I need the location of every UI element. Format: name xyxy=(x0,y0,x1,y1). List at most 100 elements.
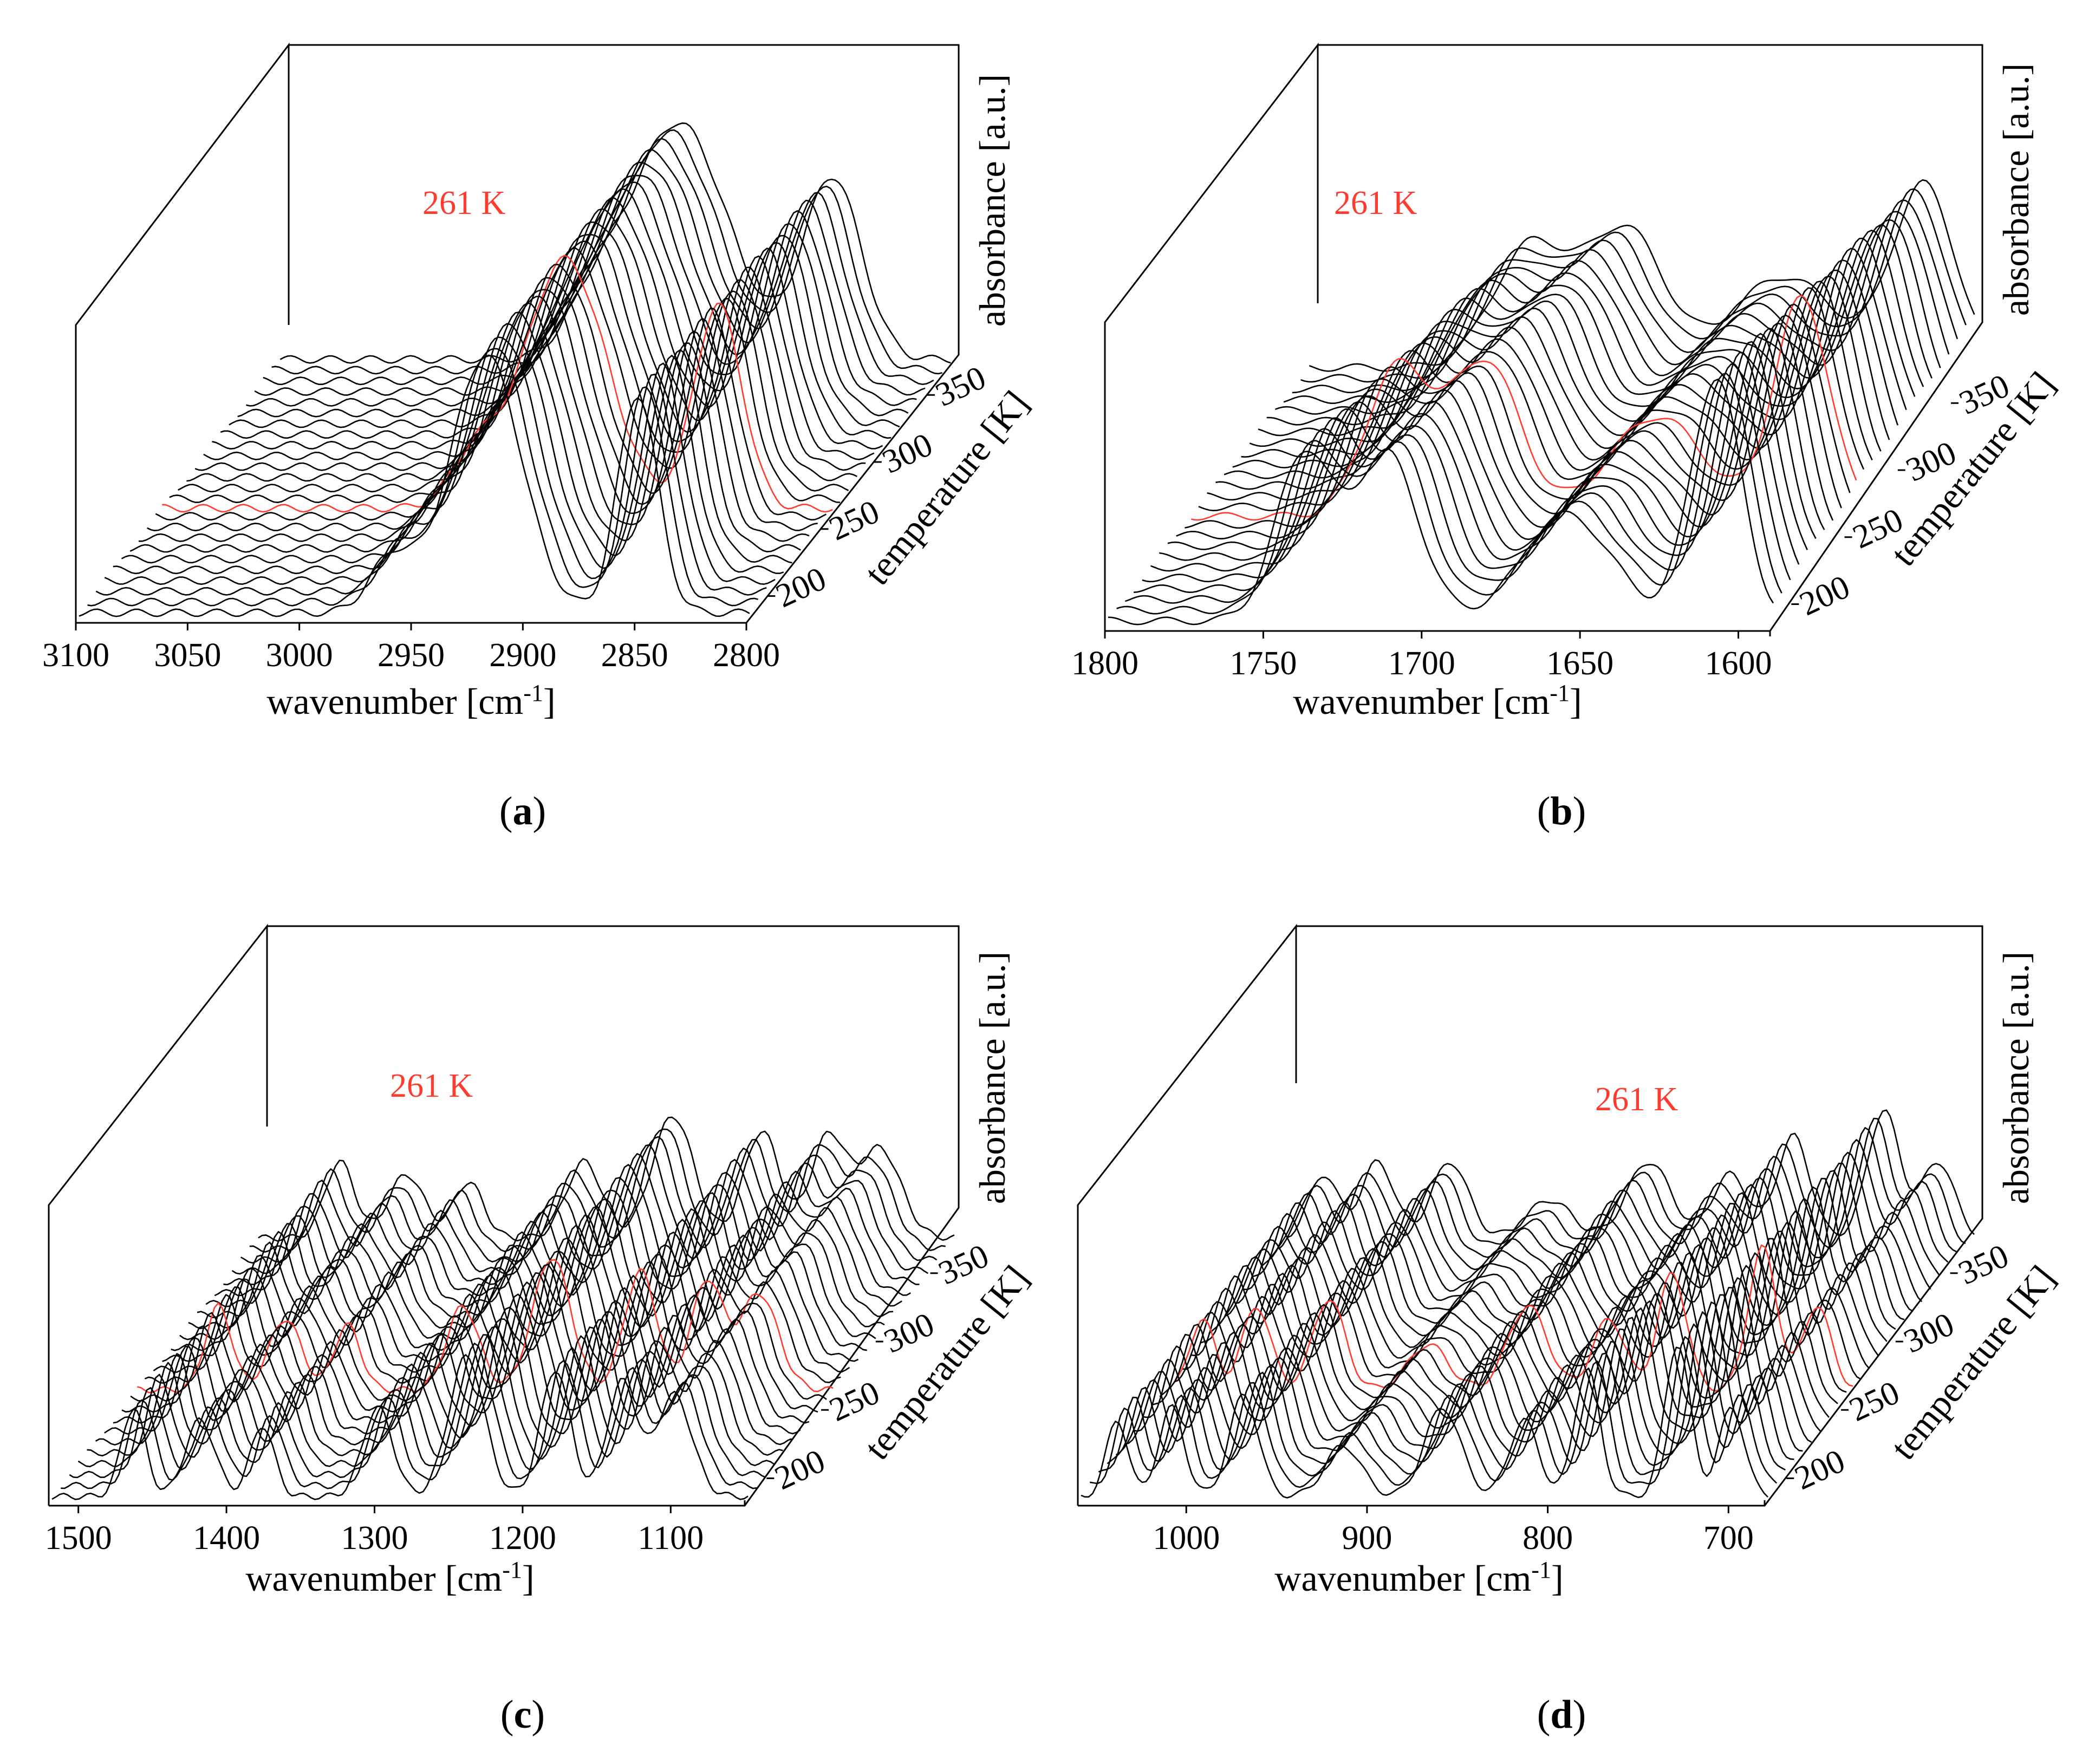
box-frame-b xyxy=(1104,42,1983,636)
spectrum-line-highlighted xyxy=(136,1259,834,1394)
temperature-tick-label: 300 xyxy=(877,426,938,481)
y-axis-label-a: absorbance [a.u.] xyxy=(972,74,1013,327)
box-frame-d xyxy=(1077,923,1983,1507)
x-tick-label: 3050 xyxy=(154,637,221,674)
spectrum-line xyxy=(1107,1311,1794,1466)
x-tick-label: 2850 xyxy=(601,637,668,674)
caption-d: (d) xyxy=(1537,1693,1586,1737)
spectrum-line xyxy=(1244,1162,1931,1292)
spectrum-line xyxy=(129,296,801,553)
spectrum-line xyxy=(1182,1231,1870,1370)
x-tick-label: 1400 xyxy=(193,1520,260,1557)
spectrum-line xyxy=(1191,1222,1879,1359)
spectrum-line xyxy=(179,1206,876,1340)
spectrum-line xyxy=(1207,281,1873,501)
caption-b: (b) xyxy=(1537,789,1586,834)
x-tick-label: 1650 xyxy=(1546,645,1613,682)
spectrum-line xyxy=(246,161,917,407)
temperature-tick-label: 350 xyxy=(930,359,991,414)
spectrum-line xyxy=(1216,1186,1905,1326)
temperature-tick-label: 200 xyxy=(1794,568,1855,623)
x-tick-label: 1800 xyxy=(1071,645,1138,682)
temperature-tick-label: 250 xyxy=(1844,1374,1905,1429)
spectrum-line-highlighted xyxy=(1166,1244,1853,1392)
spectrum-line xyxy=(69,1334,766,1479)
x-tick-label: 800 xyxy=(1523,1520,1573,1557)
spectrum-line xyxy=(155,264,827,521)
highlight-label-c: 261 K xyxy=(390,1067,473,1104)
spectrum-line xyxy=(1292,199,1959,394)
x-tick-label: 1100 xyxy=(637,1520,704,1557)
spectrum-line xyxy=(1287,1109,1975,1238)
x-tick-label: 900 xyxy=(1342,1520,1392,1557)
spectra-group-b xyxy=(1108,179,1975,626)
spectrum-line xyxy=(279,122,951,364)
spectra-group-d xyxy=(1081,1109,1975,1499)
highlight-label-a: 261 K xyxy=(422,185,506,222)
spectrum-line xyxy=(1150,333,1817,572)
x-tick-label: 1700 xyxy=(1388,645,1455,682)
panel-a: 3100 3050 3000 2950 2900 2850 2800 20025030035… xyxy=(42,42,1037,834)
highlight-label-b: 261 K xyxy=(1334,185,1417,222)
spectrum-line xyxy=(1234,1170,1923,1304)
spectrum-line xyxy=(1159,328,1825,561)
spectrum-line-highlighted xyxy=(1190,295,1857,521)
spectrum-line xyxy=(1309,179,1975,372)
spectrum-line xyxy=(1089,1336,1778,1488)
spectrum-line xyxy=(263,138,934,386)
x-axis-ticks-b: 1800 1750 1700 1650 1600 xyxy=(1071,631,1772,682)
spectrum-line xyxy=(254,148,926,396)
spectrum-line xyxy=(1081,1346,1768,1499)
x-tick-label: 1750 xyxy=(1229,645,1297,682)
spectrum-line xyxy=(1150,1265,1838,1410)
spectrum-line xyxy=(1142,341,1808,583)
x-axis-ticks-c: 1500 1400 1300 1200 1100 xyxy=(45,1506,704,1557)
spectrum-line xyxy=(1124,363,1791,604)
spectrum-line xyxy=(87,348,758,607)
x-tick-label: 1600 xyxy=(1705,645,1772,682)
x-axis-label-a: wavenumber [cm-1] xyxy=(266,680,555,722)
x-axis-ticks-a: 3100 3050 3000 2950 2900 2850 2800 xyxy=(42,623,780,674)
spectrum-line xyxy=(1176,314,1842,539)
spectrum-line xyxy=(1241,248,1907,458)
spectrum-line xyxy=(1159,1252,1847,1399)
spectrum-line xyxy=(147,277,818,531)
spectra-group-a xyxy=(79,122,951,617)
x-tick-label: 1500 xyxy=(45,1520,112,1557)
box-frame-c xyxy=(48,923,960,1507)
spectrum-line xyxy=(1115,1301,1803,1456)
spectrum-line xyxy=(1258,230,1924,437)
spectrum-line xyxy=(95,336,767,596)
spectrum-line xyxy=(121,1272,818,1413)
spectrum-line xyxy=(51,1354,749,1500)
spectrum-line xyxy=(1098,1323,1786,1477)
z-axis-label-c: temperature [K] xyxy=(856,1258,1037,1467)
spectrum-line xyxy=(212,197,883,450)
spectrum-line xyxy=(1200,1210,1888,1348)
spectrum-line xyxy=(258,1116,955,1242)
y-axis-label-d: absorbance [a.u.] xyxy=(1995,952,2037,1204)
spectrum-line xyxy=(130,1264,827,1402)
x-axis-ticks-d: 1000 900 800 700 xyxy=(1153,1506,1754,1557)
x-tick-label: 2800 xyxy=(713,637,780,674)
x-tick-label: 3100 xyxy=(42,637,109,674)
caption-c: (c) xyxy=(500,1693,545,1737)
spectrum-line xyxy=(271,129,942,375)
y-axis-label-c: absorbance [a.u.] xyxy=(972,952,1013,1204)
x-tick-label: 1300 xyxy=(341,1520,408,1557)
spectrum-line xyxy=(1232,259,1899,468)
spectrum-line xyxy=(1224,269,1890,479)
spectrum-line xyxy=(1269,1127,1957,1259)
highlight-label-d: 261 K xyxy=(1595,1081,1678,1118)
spectrum-line xyxy=(144,1250,841,1384)
spectrum-line xyxy=(1215,275,1882,490)
spectrum-line xyxy=(1260,1139,1949,1271)
x-axis-label-d: wavenumber [cm-1] xyxy=(1274,1557,1563,1599)
spectrum-line xyxy=(1116,373,1782,615)
spectrum-line xyxy=(1142,1277,1830,1422)
spectrum-line xyxy=(1133,352,1800,593)
x-axis-label-c: wavenumber [cm-1] xyxy=(245,1557,534,1599)
